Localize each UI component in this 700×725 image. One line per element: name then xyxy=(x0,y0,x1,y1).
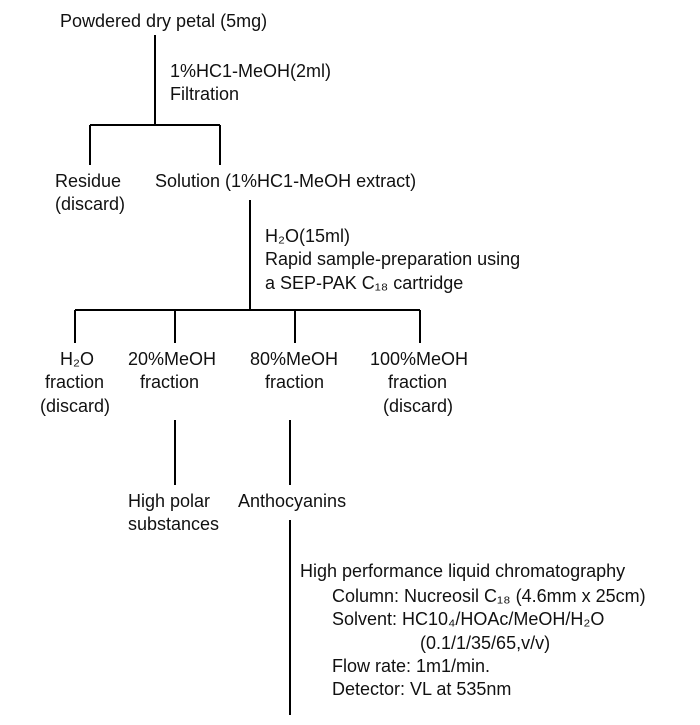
node-f1_line1: H₂O xyxy=(60,348,94,371)
node-solution: Solution (1%HC1-MeOH extract) xyxy=(155,170,416,193)
node-f4_line3: (discard) xyxy=(383,395,453,418)
node-step1_line1: 1%HC1-MeOH(2ml) xyxy=(170,60,331,83)
node-step2_line2: Rapid sample-preparation using xyxy=(265,248,520,271)
node-start: Powdered dry petal (5mg) xyxy=(60,10,267,33)
node-hplc_solv2: (0.1/1/35/65,v/v) xyxy=(420,632,550,655)
node-f2_line1: 20%MeOH xyxy=(128,348,216,371)
flowchart-canvas: Powdered dry petal (5mg)1%HC1-MeOH(2ml)F… xyxy=(0,0,700,725)
node-anth: Anthocyanins xyxy=(238,490,346,513)
node-f2_line2: fraction xyxy=(140,371,199,394)
node-hplc_col: Column: Nucreosil C₁₈ (4.6mm x 25cm) xyxy=(332,585,646,608)
node-f4_line2: fraction xyxy=(388,371,447,394)
node-f3_line2: fraction xyxy=(265,371,324,394)
node-step2_line1: H₂O(15ml) xyxy=(265,225,350,248)
node-residue_line2: (discard) xyxy=(55,193,125,216)
node-step1_line2: Filtration xyxy=(170,83,239,106)
node-hplc_title: High performance liquid chromatography xyxy=(300,560,625,583)
node-hplc_flow: Flow rate: 1m1/min. xyxy=(332,655,490,678)
node-hp_line2: substances xyxy=(128,513,219,536)
node-f4_line1: 100%MeOH xyxy=(370,348,468,371)
node-f1_line3: (discard) xyxy=(40,395,110,418)
node-residue_line1: Residue xyxy=(55,170,121,193)
node-hplc_solv: Solvent: HC10₄/HOAc/MeOH/H₂O xyxy=(332,608,604,631)
node-hp_line1: High polar xyxy=(128,490,210,513)
node-f1_line2: fraction xyxy=(45,371,104,394)
node-hplc_det: Detector: VL at 535nm xyxy=(332,678,511,701)
node-f3_line1: 80%MeOH xyxy=(250,348,338,371)
node-step2_line3: a SEP-PAK C₁₈ cartridge xyxy=(265,272,463,295)
